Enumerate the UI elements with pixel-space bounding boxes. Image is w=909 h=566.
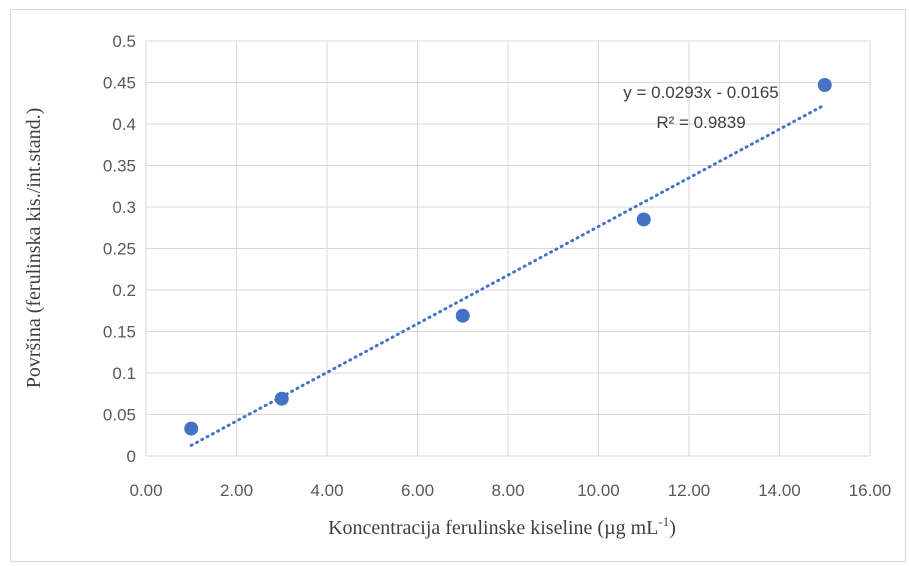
y-tick-label: 0.3 bbox=[112, 198, 136, 217]
chart-frame bbox=[10, 9, 906, 562]
data-point bbox=[636, 212, 651, 227]
x-tick-label: 14.00 bbox=[758, 481, 801, 500]
data-point bbox=[817, 77, 832, 92]
trendline-equation: y = 0.0293x - 0.0165 bbox=[623, 83, 778, 102]
y-tick-label: 0.15 bbox=[103, 323, 136, 342]
x-tick-label: 6.00 bbox=[401, 481, 434, 500]
y-tick-label: 0.25 bbox=[103, 240, 136, 259]
y-tick-label: 0.4 bbox=[112, 115, 136, 134]
y-tick-label: 0.1 bbox=[112, 364, 136, 383]
y-tick-labels: 0 0.05 0.1 0.15 0.2 0.25 0.3 0.35 0.4 0.45 0.5 bbox=[103, 32, 136, 466]
grid-layer bbox=[145, 40, 871, 457]
x-tick-labels: 0.00 2.00 4.00 6.00 8.00 10.00 12.00 14.00 16.00 bbox=[129, 481, 891, 500]
x-tick-label: 8.00 bbox=[491, 481, 524, 500]
x-axis-title: Koncentracija ferulinske kiseline (µg mL… bbox=[328, 514, 676, 539]
y-tick-label: 0.2 bbox=[112, 281, 136, 300]
y-tick-label: 0.35 bbox=[103, 157, 136, 176]
y-tick-label: 0.45 bbox=[103, 74, 136, 93]
x-axis-title-superscript: -1 bbox=[658, 514, 669, 529]
data-point bbox=[184, 421, 199, 436]
y-axis-title: Površina (ferulinska kis./int.stand.) bbox=[23, 108, 45, 389]
x-axis-title-main: Koncentracija ferulinske kiseline (µg mL bbox=[328, 517, 658, 539]
x-tick-label: 4.00 bbox=[310, 481, 343, 500]
data-points bbox=[184, 77, 832, 436]
trendline bbox=[189, 103, 827, 447]
data-point bbox=[455, 308, 470, 323]
r-squared-label: R² = 0.9839 bbox=[656, 113, 745, 132]
y-tick-label: 0 bbox=[127, 447, 136, 466]
x-tick-label: 0.00 bbox=[129, 481, 162, 500]
x-tick-label: 10.00 bbox=[577, 481, 620, 500]
y-tick-label: 0.05 bbox=[103, 406, 136, 425]
x-tick-label: 12.00 bbox=[668, 481, 711, 500]
trendline-layer bbox=[189, 103, 827, 447]
x-axis-title-suffix: ) bbox=[669, 517, 676, 539]
data-point bbox=[274, 391, 289, 406]
y-tick-label: 0.5 bbox=[112, 32, 136, 51]
x-tick-label: 16.00 bbox=[849, 481, 892, 500]
x-tick-label: 2.00 bbox=[220, 481, 253, 500]
